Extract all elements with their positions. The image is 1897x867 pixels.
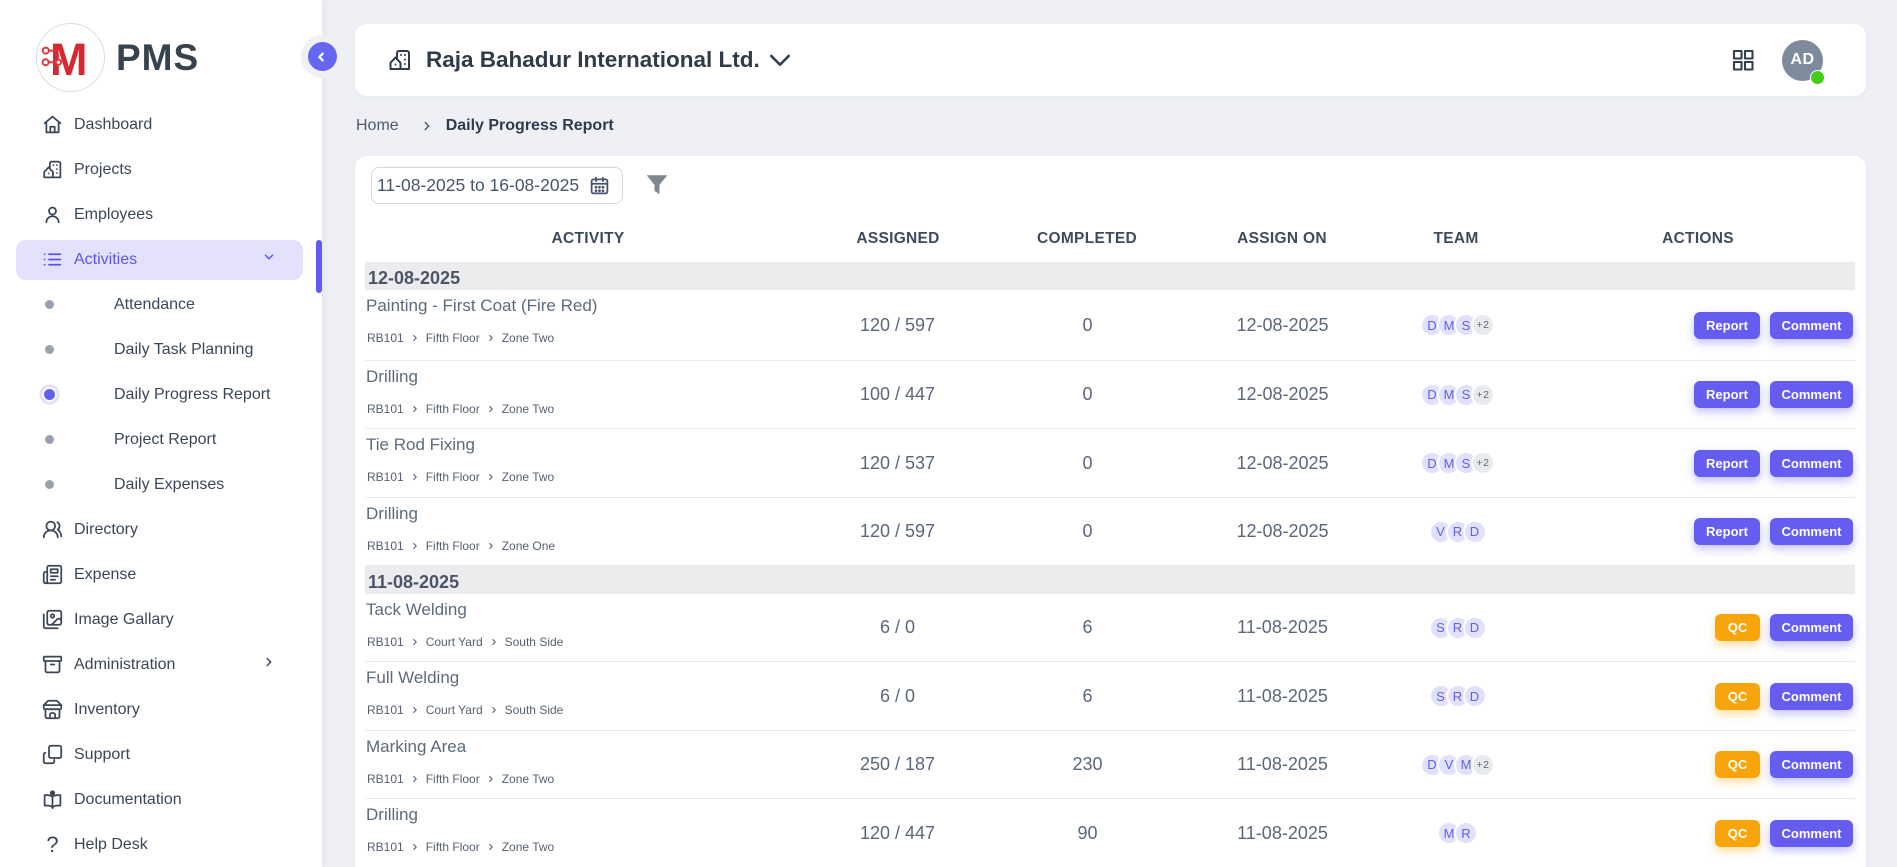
svg-text:M: M	[50, 34, 88, 85]
